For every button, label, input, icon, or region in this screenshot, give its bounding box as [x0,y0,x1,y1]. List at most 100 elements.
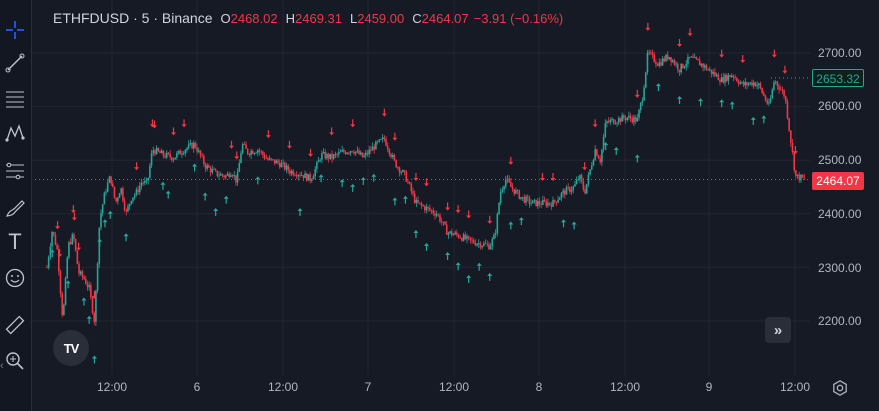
prediction-icon[interactable] [2,158,28,184]
buy-signal-arrow [424,242,429,251]
candle-body [604,123,607,138]
candle-body [531,200,534,204]
candle-body [526,196,529,198]
candle-body [363,155,365,158]
candle-body [746,82,748,86]
buy-signal-arrow [445,252,451,260]
candle-body [744,82,747,86]
ruler-icon[interactable] [2,312,28,338]
candle-body [599,158,602,163]
candle-body [407,181,409,183]
candle-body [759,83,762,88]
candle-body [176,153,178,158]
candle-body [633,116,635,123]
candle-body [221,174,224,176]
symbol-title[interactable]: ETHFDUSD · 5 · Binance [53,10,213,26]
candle-body [263,154,266,159]
candle-body [670,57,672,62]
candle-body [550,204,553,207]
buy-signal-arrow [508,221,514,230]
candle-body [251,150,254,154]
candle-body [216,170,219,176]
buy-signal-arrow [402,195,408,204]
candle-body [504,179,507,187]
sell-signal-arrow [592,119,598,128]
candle-body [687,56,689,64]
collapse-toolbar-icon[interactable]: ‹ [0,360,4,372]
candle-body [108,176,111,183]
candle-body [484,243,487,245]
candle-body [489,246,492,250]
candle-body [280,163,283,168]
candle-body [535,199,537,207]
candle-body [344,151,347,154]
brush-icon[interactable] [2,195,28,221]
crosshair-icon[interactable] [2,17,28,43]
candle-body [619,118,622,122]
candle-body [341,150,343,152]
candle-body [547,202,549,206]
candle-body [69,242,72,244]
buy-signal-arrow [729,101,735,110]
candle-body [425,206,428,211]
candle-body [186,148,188,150]
emoji-icon[interactable] [2,265,28,291]
candle-body [236,171,239,183]
candle-body [734,77,736,79]
candle-body [683,66,686,69]
candle-body [435,214,438,216]
fib-icon[interactable] [2,85,28,111]
candle-body [284,162,286,170]
candle-body [378,139,381,142]
candle-body [135,189,138,195]
candle-body [388,149,391,155]
zoom-icon[interactable] [2,348,28,374]
candle-body [606,121,608,124]
candle-body [267,158,269,160]
candle-body [140,182,143,186]
candle-body [61,293,63,315]
pattern-icon[interactable] [2,120,28,146]
tradingview-logo[interactable]: TV [53,330,89,366]
candle-body [646,52,649,73]
candle-body [46,267,48,269]
candle-body [663,58,666,62]
candle-body [149,165,151,178]
candle-body [243,144,246,145]
candle-body [88,285,90,288]
candle-body [665,54,667,62]
candle-body [449,231,451,233]
candle-body [656,64,659,66]
candle-body [543,199,546,202]
price-chart[interactable] [31,0,810,375]
trendline-icon[interactable] [2,50,28,76]
candle-body [741,82,743,83]
price-tick: 2300.00 [818,261,862,275]
candle-body [616,122,618,124]
candle-body [707,69,709,71]
text-icon[interactable]: T [2,229,28,255]
candle-body [562,190,564,194]
candle-body [373,146,376,150]
candle-body [569,187,571,192]
buy-signal-arrow [160,181,166,190]
candle-body [346,152,349,154]
candle-body [90,285,92,298]
candle-body [582,181,585,190]
candle-body [675,63,677,65]
candle-body [432,210,435,214]
close-label: C [412,10,422,26]
settings-icon[interactable] [830,378,850,398]
candle-body [73,234,75,239]
candle-body [520,197,522,199]
price-tick: 2200.00 [818,314,862,328]
candle-body [312,176,315,180]
candle-body [521,196,524,198]
scroll-to-realtime-button[interactable]: » [765,317,791,343]
sell-signal-arrow [152,120,158,129]
candle-body [302,175,305,179]
sell-signal-arrow [228,140,234,149]
buy-signal-arrow [297,208,303,217]
buy-signal-arrow [719,99,725,108]
candle-body [584,189,586,194]
